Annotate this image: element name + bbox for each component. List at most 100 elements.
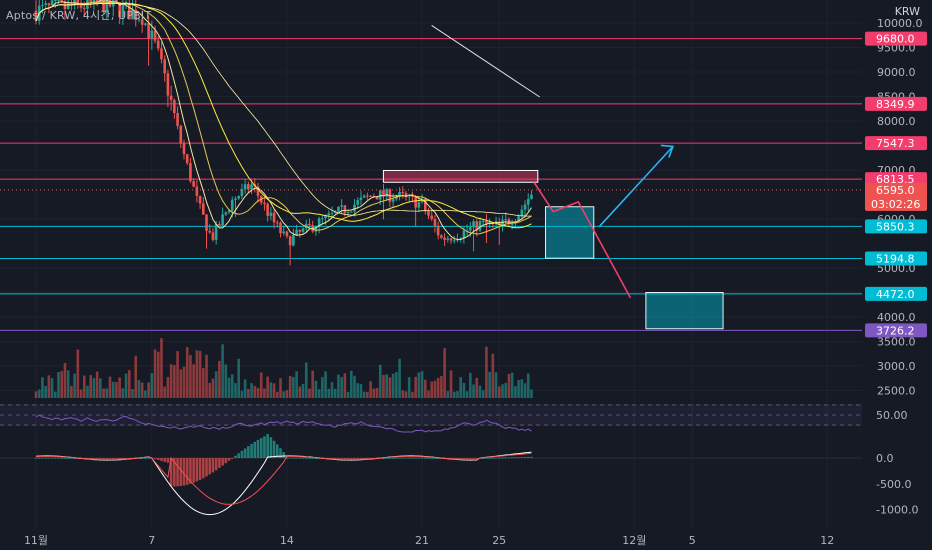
- resistance-zone: [382, 169, 539, 183]
- candle-body: [250, 184, 253, 190]
- volume-bar: [385, 374, 388, 398]
- macd-histogram-bar: [189, 458, 192, 484]
- target-zone: [545, 206, 595, 259]
- volume-bar: [430, 381, 434, 398]
- candle-body: [343, 205, 347, 213]
- macd-histogram-bar: [414, 457, 417, 459]
- candle-body: [298, 229, 302, 232]
- candle-body: [510, 223, 514, 225]
- volume-bar: [510, 372, 514, 398]
- volume-bar: [462, 382, 466, 398]
- level-price-tag: [865, 323, 927, 338]
- volume-bar: [395, 372, 398, 398]
- macd-histogram-bar: [153, 458, 157, 459]
- volume-bar: [330, 382, 334, 398]
- macd-histogram-bar: [73, 457, 76, 459]
- macd-histogram-bar: [530, 456, 533, 458]
- level-price-tag: [865, 96, 927, 111]
- macd-histogram-bar: [520, 457, 524, 459]
- macd-histogram-bar: [192, 458, 195, 483]
- candle-body: [346, 212, 350, 214]
- candle-body: [301, 228, 305, 232]
- volume-bar: [92, 378, 96, 398]
- candle-body: [121, 4, 125, 18]
- macd-histogram-bar: [279, 448, 282, 458]
- macd-tick-label: 0.0: [876, 452, 894, 465]
- volume-bar: [253, 385, 257, 398]
- volume-bar: [124, 373, 128, 398]
- volume-bar: [163, 386, 166, 398]
- macd-histogram-bar: [173, 458, 176, 487]
- candle-body: [57, 0, 60, 1]
- candle-body: [337, 206, 340, 212]
- macd-histogram-bar: [427, 457, 430, 459]
- macd-histogram-bar: [526, 456, 530, 458]
- volume-bar: [295, 371, 298, 398]
- candle-body: [427, 210, 430, 216]
- macd-histogram-bar: [111, 458, 115, 459]
- macd-histogram-bar: [160, 458, 163, 461]
- rsi-line: [35, 414, 532, 433]
- macd-histogram-bar: [420, 457, 424, 459]
- volume-bar: [452, 391, 456, 398]
- candle-body: [321, 218, 324, 220]
- candle-body: [230, 199, 234, 211]
- candle-body: [54, 0, 57, 2]
- volume-bar: [282, 391, 286, 398]
- candle-body: [269, 212, 273, 216]
- macd-histogram-bar: [340, 458, 343, 459]
- macd-histogram-bar: [333, 458, 337, 459]
- volume-bar: [214, 371, 218, 398]
- macd-histogram-bar: [198, 458, 202, 480]
- target-zone: [645, 292, 724, 330]
- candle-body: [189, 163, 192, 182]
- macd-histogram-bar: [256, 439, 260, 458]
- volume-bar: [269, 382, 273, 398]
- candle-body: [308, 223, 311, 226]
- volume-bar: [169, 364, 173, 398]
- macd-histogram-bar: [54, 457, 57, 459]
- candle-body: [224, 212, 228, 215]
- macd-histogram-bar: [401, 457, 405, 459]
- x-tick-label: 7: [148, 534, 155, 547]
- axis-currency-label: KRW: [894, 5, 920, 18]
- volume-bar: [76, 349, 80, 398]
- macd-histogram-bar: [337, 458, 340, 459]
- candle-body: [375, 196, 379, 200]
- candle-body: [417, 202, 421, 208]
- candle-body: [382, 190, 385, 197]
- macd-histogram-bar: [70, 457, 73, 459]
- candle-body: [182, 143, 186, 155]
- volume-bar: [86, 385, 89, 398]
- volume-bar: [54, 391, 57, 398]
- macd-histogram-bar: [497, 457, 501, 459]
- level-price-label: 8349.9: [876, 98, 915, 111]
- moving-average-line: [35, 1, 532, 235]
- level-price-label: 5194.8: [876, 252, 915, 265]
- volume-bar: [211, 378, 215, 398]
- macd-histogram-bar: [275, 444, 279, 458]
- volume-bar: [459, 377, 462, 398]
- volume-bar: [173, 365, 176, 398]
- volume-bar: [140, 382, 144, 398]
- volume-bar: [147, 382, 150, 398]
- macd-histogram-bar: [353, 458, 356, 459]
- candle-body: [205, 214, 208, 231]
- y-tick-label: 3500.0: [877, 336, 916, 349]
- macd-histogram-bar: [176, 458, 179, 487]
- candle-body: [102, 0, 105, 13]
- candle-body: [404, 192, 408, 196]
- macd-histogram-bar: [485, 457, 488, 459]
- candle-body: [140, 19, 144, 25]
- candle-body: [131, 9, 134, 20]
- volume-bar: [34, 391, 38, 398]
- volume-bar: [411, 391, 414, 398]
- moving-average-line: [35, 0, 532, 241]
- volume-bar: [301, 383, 305, 398]
- volume-bar: [481, 390, 485, 398]
- macd-histogram-bar: [266, 434, 269, 458]
- macd-histogram-bar: [288, 457, 292, 459]
- macd-histogram-bar: [105, 458, 109, 459]
- volume-bar: [375, 387, 379, 398]
